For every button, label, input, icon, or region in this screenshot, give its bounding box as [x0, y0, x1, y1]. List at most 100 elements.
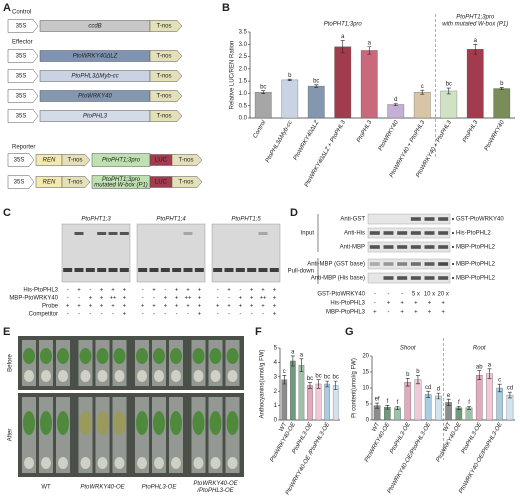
- significance-letter: c: [498, 378, 501, 384]
- sign: ++: [259, 296, 267, 302]
- blot-band: [438, 231, 449, 235]
- y-tick-label: 3.0: [239, 42, 248, 48]
- band-label: His-PtoPHL2: [456, 231, 491, 237]
- gel-band: [160, 268, 170, 272]
- sign: 10 x: [424, 292, 435, 298]
- gel-band: [149, 268, 159, 272]
- significance-letter: ef: [375, 397, 380, 403]
- sign: -: [374, 292, 376, 298]
- significance-letter: a: [488, 362, 492, 368]
- bar: [324, 383, 330, 421]
- sign: +: [414, 310, 418, 316]
- sign: +: [100, 288, 104, 294]
- significance-letter: bc: [446, 82, 452, 88]
- plant: [226, 411, 239, 435]
- plant: [193, 457, 204, 469]
- terminator: T-nos: [156, 74, 171, 80]
- plant: [193, 370, 204, 382]
- y-tick-label: 4: [274, 360, 278, 366]
- sign: -: [78, 312, 80, 318]
- blot-band: [424, 276, 435, 280]
- significance-letter: b: [500, 81, 504, 87]
- sign: +: [273, 288, 277, 294]
- significance-letter: bc: [333, 375, 339, 381]
- x-tick-label: WT: [443, 421, 454, 433]
- sign: -: [388, 310, 390, 316]
- y-tick-label: 0: [366, 418, 370, 424]
- sign: -: [251, 312, 253, 318]
- blot-image: [367, 241, 451, 253]
- significance-letter: e: [447, 393, 451, 399]
- sign: +: [198, 296, 202, 302]
- sign: +: [428, 301, 432, 307]
- plant: [227, 370, 238, 382]
- construct-element: [149, 50, 183, 62]
- sign: +: [414, 301, 418, 307]
- sign: +: [198, 312, 202, 318]
- sign: +: [239, 304, 243, 310]
- sign: -: [217, 288, 219, 294]
- significance-letter: f: [397, 400, 399, 406]
- photo: [18, 393, 244, 477]
- sign: +: [66, 304, 70, 310]
- plant: [24, 370, 34, 382]
- error-bar: [333, 380, 338, 391]
- blot-band: [369, 262, 380, 266]
- panel-label: G: [345, 326, 354, 338]
- sign: -: [142, 296, 144, 302]
- blot-band: [383, 262, 394, 266]
- group-title: PtoPHT1;3pro: [324, 22, 363, 28]
- plant: [113, 411, 126, 435]
- gel-band: [85, 268, 95, 272]
- gene: PtoWRKY40: [78, 94, 112, 100]
- gel-image: [61, 223, 131, 283]
- blot-image: [367, 272, 451, 284]
- terminator: T-nos: [156, 114, 171, 120]
- section-title: Effector: [12, 40, 33, 46]
- y-tick-label: 5: [274, 346, 278, 352]
- plant: [23, 411, 35, 435]
- gel-band: [74, 268, 84, 272]
- sign: -: [164, 312, 166, 318]
- sign: -: [153, 296, 155, 302]
- blot-band: [383, 245, 394, 249]
- significance-letter: cd: [507, 386, 513, 392]
- row-label: Competitor: [29, 312, 58, 318]
- gel-band: [74, 232, 84, 235]
- plant: [192, 411, 205, 435]
- gel-image: [136, 223, 206, 283]
- sign: -: [67, 312, 69, 318]
- sign: +: [239, 296, 243, 302]
- group-label: Pull-down: [288, 269, 314, 275]
- bar: [486, 373, 493, 421]
- panel-label: D: [290, 207, 298, 219]
- gel-band: [194, 268, 204, 272]
- blot-band: [410, 276, 421, 280]
- bar: [506, 394, 514, 421]
- gene: PtoWRKY40ΔLZ: [73, 54, 118, 60]
- error-bar: [340, 40, 345, 54]
- y-tick-label: 20: [362, 354, 369, 360]
- construct-element: [7, 89, 39, 103]
- bar: [254, 92, 272, 119]
- sign: +: [123, 304, 127, 310]
- error-bar: [314, 84, 319, 88]
- sign: -: [153, 312, 155, 318]
- sign: 20 x: [437, 292, 448, 298]
- gel-title: PtoPHT1;5: [231, 217, 261, 223]
- plant: [97, 370, 108, 382]
- plant: [114, 457, 125, 469]
- plant: [96, 411, 109, 435]
- significance-letter: f: [458, 400, 460, 406]
- panel-label: E: [3, 326, 10, 338]
- y-axis-label: Pi content(umol/g FW): [352, 358, 358, 418]
- error-bar: [446, 87, 451, 95]
- bar: [475, 375, 483, 421]
- y-tick-label: 15: [362, 370, 369, 376]
- bar: [435, 395, 442, 421]
- sign: -: [239, 288, 241, 294]
- bar: [298, 365, 305, 421]
- gel-band: [269, 268, 279, 272]
- sign: +: [273, 296, 277, 302]
- promoter: 35S: [16, 94, 27, 100]
